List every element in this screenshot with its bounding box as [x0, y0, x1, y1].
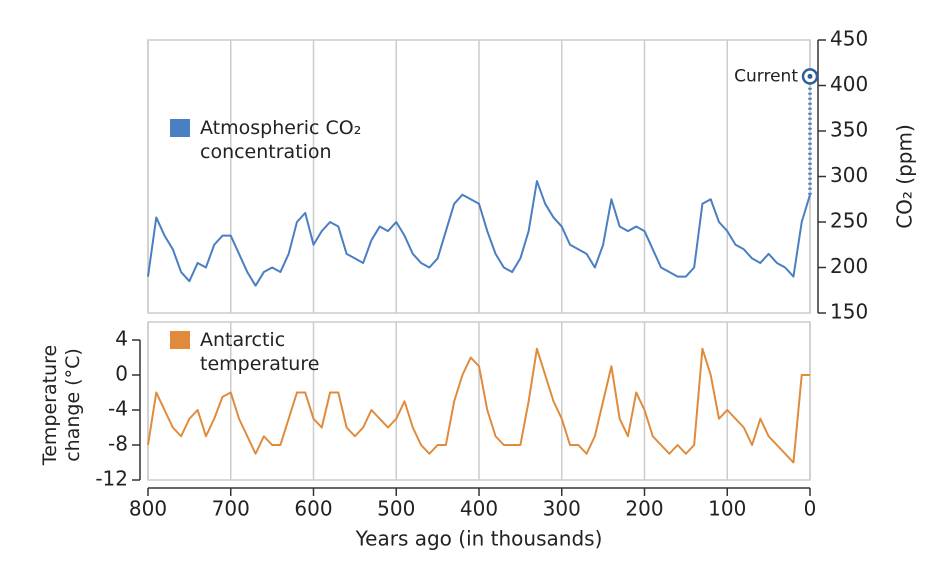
y-axis-label: CO₂ (ppm) — [893, 124, 917, 229]
current-label: Current — [734, 66, 798, 86]
data-line — [147, 180, 811, 287]
y-tick-label: 400 — [830, 72, 868, 96]
x-tick-label: 100 — [708, 497, 746, 521]
y-tick-label: 150 — [830, 300, 868, 324]
y-tick-label: 200 — [830, 254, 868, 278]
x-tick-label: 300 — [543, 497, 581, 521]
x-tick-label: 800 — [129, 497, 167, 521]
x-tick-label: 0 — [804, 497, 817, 521]
y-tick-label: -4 — [108, 397, 128, 421]
legend: Antarctic temperature — [170, 328, 400, 376]
y-tick-label: 0 — [115, 362, 128, 386]
y-tick-label: 4 — [115, 327, 128, 351]
legend-swatch — [170, 331, 190, 349]
x-tick-label: 200 — [625, 497, 663, 521]
current-marker-dot — [807, 73, 813, 79]
y-tick-label: 300 — [830, 163, 868, 187]
x-tick-label: 400 — [460, 497, 498, 521]
legend: Atmospheric CO₂ concentration — [170, 116, 400, 164]
y-tick-label: 250 — [830, 209, 868, 233]
y-axis-label: Temperature change (°C) — [39, 344, 84, 466]
x-axis-label: Years ago (in thousands) — [355, 527, 603, 551]
x-tick-label: 700 — [212, 497, 250, 521]
x-tick-label: 500 — [377, 497, 415, 521]
legend-swatch — [170, 119, 190, 137]
y-tick-label: 450 — [830, 27, 868, 51]
data-line — [147, 347, 810, 464]
legend-label: Atmospheric CO₂ concentration — [200, 117, 362, 163]
x-tick-label: 600 — [294, 497, 332, 521]
y-tick-label: 350 — [830, 118, 868, 142]
legend-label: Antarctic temperature — [200, 329, 320, 375]
y-tick-label: -8 — [108, 432, 128, 456]
y-tick-label: -12 — [95, 467, 128, 491]
